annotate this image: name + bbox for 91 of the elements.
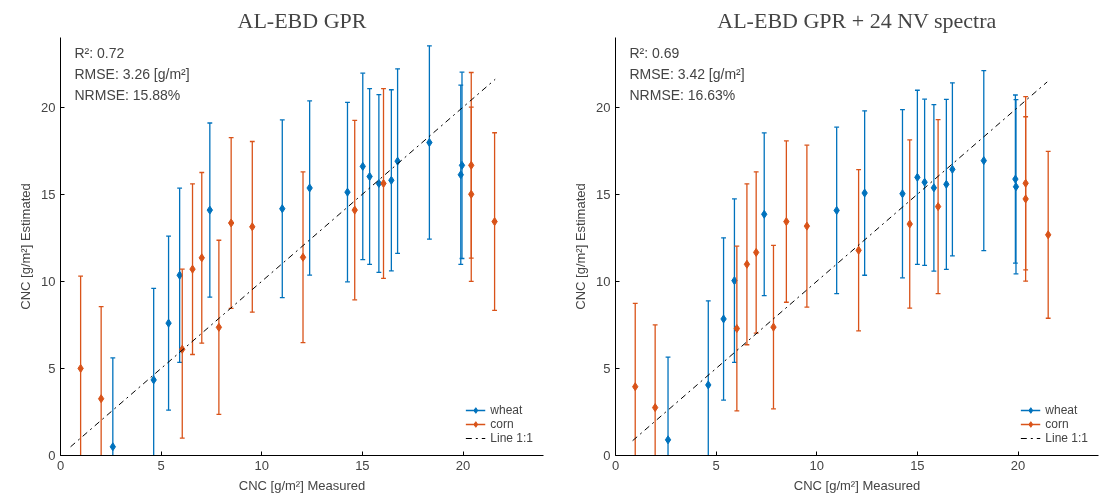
y-axis-title: CNC [g/m²] Estimated (573, 183, 589, 310)
y-tick-label: 20 (596, 99, 611, 115)
point (109, 442, 116, 452)
point (761, 209, 768, 219)
legend-label: Line 1:1 (1045, 431, 1088, 445)
point (77, 363, 84, 373)
point (934, 202, 942, 212)
point (770, 322, 777, 332)
point (949, 164, 956, 174)
legend-label: corn (490, 417, 514, 431)
legend-label: wheat (490, 403, 523, 417)
x-tick-label: 5 (157, 457, 165, 473)
point (306, 183, 313, 193)
point (930, 183, 938, 193)
point (426, 138, 433, 148)
x-axis-title: CNC [g/m²] Measured (793, 477, 921, 493)
point (753, 247, 760, 257)
legend-label: wheat (1045, 403, 1078, 417)
point (457, 170, 464, 180)
point (899, 189, 906, 199)
point (855, 245, 862, 255)
point (1022, 178, 1029, 188)
point (921, 177, 928, 187)
point (783, 217, 790, 227)
point (176, 270, 183, 280)
y-tick-label: 10 (41, 273, 56, 289)
point (344, 187, 351, 197)
point (351, 205, 358, 215)
point (906, 219, 913, 229)
point (632, 382, 639, 392)
point (731, 276, 738, 286)
x-tick-label: 10 (809, 457, 824, 473)
chart-title: AL-EBD GPR (237, 7, 367, 33)
x-axis-title: CNC [g/m²] Measured (238, 477, 366, 493)
point (468, 160, 475, 170)
annotation: NRMSE: 16.63% (629, 86, 736, 103)
point (189, 264, 196, 274)
y-tick-label: 20 (41, 99, 56, 115)
annotation: R²: 0.69 (629, 44, 680, 61)
annotation: NRMSE: 15.88% (74, 86, 181, 103)
y-tick-label: 5 (603, 360, 611, 376)
point (97, 394, 105, 404)
x-tick-label: 15 (355, 457, 370, 473)
annotation: RMSE: 3.26 [g/m²] (74, 65, 190, 82)
annotation: R²: 0.72 (74, 44, 125, 61)
chart-title: AL-EBD GPR + 24 NV spectra (717, 7, 997, 33)
point (1012, 174, 1019, 184)
point (1012, 182, 1020, 192)
x-tick-label: 20 (455, 457, 471, 473)
point (375, 178, 383, 188)
point (249, 222, 256, 232)
point (366, 171, 373, 181)
point (664, 435, 672, 445)
legend-label: Line 1:1 (490, 431, 533, 445)
point (227, 218, 235, 228)
point (861, 188, 868, 198)
x-tick-label: 5 (712, 457, 720, 473)
point (1045, 230, 1052, 240)
y-tick-label: 15 (41, 186, 56, 202)
x-tick-label: 20 (1010, 457, 1026, 473)
point (458, 160, 466, 170)
point (705, 380, 712, 390)
point (733, 324, 741, 334)
x-tick-label: 15 (910, 457, 925, 473)
point (165, 318, 172, 328)
point (468, 189, 475, 199)
point (198, 253, 205, 263)
point (651, 403, 659, 413)
point (491, 217, 498, 227)
point (299, 252, 307, 262)
y-tick-label: 10 (596, 273, 611, 289)
point (150, 375, 157, 385)
point (720, 314, 727, 324)
point (803, 221, 811, 231)
point (743, 259, 751, 269)
point (914, 172, 921, 182)
point (833, 205, 840, 215)
point (943, 179, 950, 189)
point (215, 322, 223, 332)
point (980, 156, 987, 166)
y-tick-label: 15 (596, 186, 611, 202)
point (359, 161, 366, 171)
legend-label: corn (1045, 417, 1069, 431)
point (1022, 194, 1029, 204)
point (279, 204, 286, 214)
point (206, 205, 213, 215)
y-axis-title: CNC [g/m²] Estimated (18, 183, 34, 310)
point (388, 175, 395, 185)
annotation: RMSE: 3.42 [g/m²] (629, 65, 745, 82)
x-tick-label: 10 (254, 457, 269, 473)
y-tick-label: 5 (48, 360, 56, 376)
